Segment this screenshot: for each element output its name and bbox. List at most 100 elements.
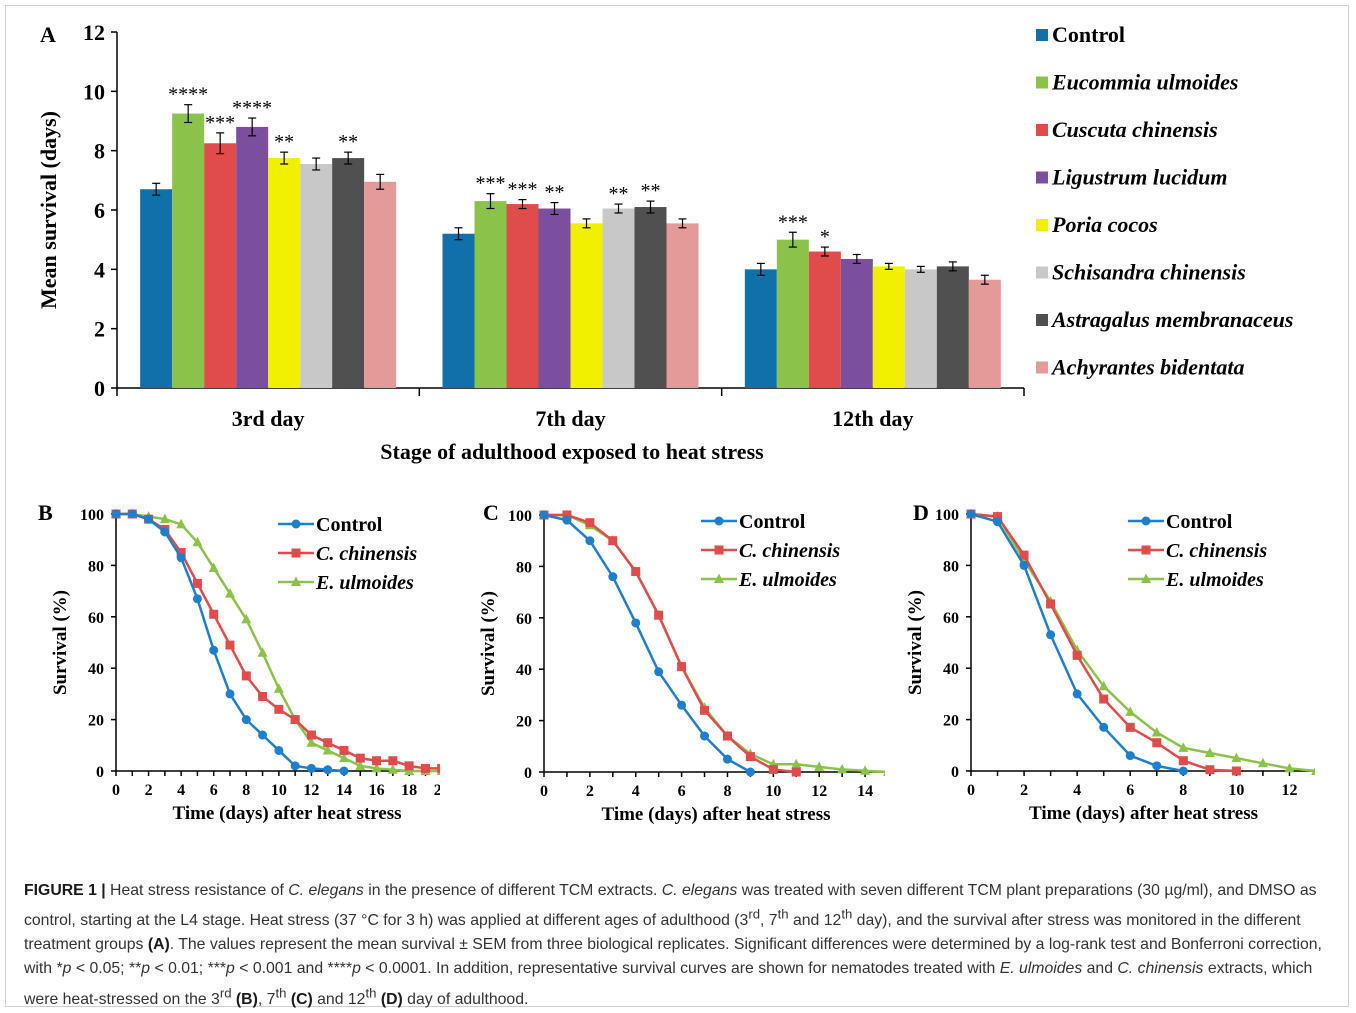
- data-point: [225, 689, 235, 699]
- bar: [332, 158, 365, 388]
- legend-swatch: [1036, 219, 1048, 231]
- data-point: [388, 756, 398, 766]
- y-tick-label: 100: [508, 508, 532, 525]
- data-point: [654, 667, 664, 677]
- bar: [300, 164, 333, 388]
- legend-label: Poria cocos: [1051, 212, 1158, 237]
- series-line: [543, 513, 752, 774]
- caption-segment: C. chinensis: [1117, 960, 1204, 978]
- bar: [872, 266, 905, 388]
- data-point: [387, 764, 398, 774]
- y-tick-label: 0: [951, 764, 959, 781]
- y-tick-label: 20: [516, 714, 532, 731]
- bar: [968, 279, 1001, 388]
- caption-segment: . The values represent the mean survival…: [24, 936, 1322, 978]
- bar: [666, 223, 699, 388]
- x-tick-label: 4: [632, 783, 640, 800]
- data-point: [355, 753, 365, 763]
- data-point: [225, 588, 235, 598]
- y-tick-label: 20: [943, 713, 959, 730]
- y-tick-label: 100: [935, 507, 959, 524]
- data-point: [160, 527, 170, 537]
- data-point: [1125, 751, 1135, 761]
- data-point: [144, 514, 154, 524]
- series-line: [970, 512, 1184, 773]
- legend-label: Achyrantes bidentata: [1050, 355, 1245, 380]
- caption-segment: Heat stress resistance of: [105, 882, 289, 899]
- y-tick-label-a: 8: [94, 139, 105, 164]
- data-point: [258, 691, 268, 701]
- y-tick-label-a: 10: [83, 79, 105, 104]
- bar: [936, 266, 969, 388]
- x-tick-label: 4: [1073, 782, 1081, 799]
- y-axis-label: Survival (%): [478, 591, 499, 696]
- data-point: [1205, 765, 1215, 775]
- legend-label: Control: [316, 514, 383, 536]
- data-point: [700, 705, 710, 715]
- panel-label-c: C: [483, 500, 499, 525]
- legend-label: Control: [1052, 22, 1125, 47]
- data-point: [339, 766, 349, 776]
- data-point: [1204, 747, 1215, 758]
- significance-stars: *: [820, 226, 830, 248]
- bar: [570, 223, 603, 388]
- legend-marker: [1141, 573, 1151, 583]
- data-point: [608, 572, 618, 582]
- caption-segment: rd: [748, 907, 761, 922]
- data-point: [420, 763, 430, 773]
- data-point: [768, 764, 778, 774]
- data-point: [209, 645, 219, 655]
- caption-segment: < 0.01; ***: [150, 960, 227, 978]
- significance-stars: **: [274, 131, 294, 153]
- data-point: [1099, 694, 1109, 704]
- data-point: [1099, 722, 1109, 732]
- y-tick-label-a: 4: [94, 257, 105, 282]
- caption-segment: extracts, which were heat-stressed on th…: [24, 960, 1313, 1008]
- x-category-label: 12th day: [832, 406, 913, 431]
- x-category-label: 7th day: [535, 406, 605, 431]
- data-point: [306, 763, 316, 773]
- data-point: [159, 513, 170, 524]
- legend-swatch: [1036, 124, 1048, 136]
- legend-label: Eucommia ulmoides: [1051, 70, 1238, 95]
- legend-label: C. chinensis: [1166, 540, 1267, 562]
- y-tick-label: 80: [516, 559, 532, 576]
- y-tick-label-a: 0: [94, 376, 105, 401]
- legend-label: E. ulmoides: [315, 572, 414, 594]
- data-point: [1019, 550, 1029, 560]
- caption-segment: was treated with seven different TCM pla…: [24, 882, 1317, 930]
- caption-segment: < 0.05; **: [71, 960, 142, 978]
- legend-label: C. chinensis: [316, 543, 417, 565]
- y-tick-label: 60: [88, 610, 104, 627]
- x-tick-label: 2: [145, 782, 153, 799]
- x-tick-label: 0: [967, 782, 975, 799]
- bar: [474, 201, 507, 388]
- y-tick-label: 0: [96, 764, 104, 781]
- data-point: [1098, 680, 1109, 691]
- x-tick-label: 12: [303, 782, 319, 799]
- data-point: [539, 510, 549, 520]
- x-category-label: 3rd day: [232, 406, 305, 431]
- y-tick-label: 20: [88, 713, 104, 730]
- caption-segment: p: [226, 960, 235, 978]
- legend-marker: [1141, 516, 1151, 526]
- bar: [538, 208, 571, 388]
- data-point: [176, 553, 186, 563]
- y-tick-label: 0: [524, 765, 532, 782]
- data-point: [654, 610, 664, 620]
- x-tick-label: 10: [271, 782, 287, 799]
- legend-label: C. chinensis: [739, 540, 840, 562]
- y-tick-label: 60: [516, 611, 532, 628]
- legend-label: Astragalus membranaceus: [1050, 307, 1293, 332]
- caption-segment: day), and the survival after stress was …: [24, 912, 1301, 954]
- data-point: [1046, 599, 1056, 609]
- data-point: [257, 647, 268, 657]
- data-point: [306, 737, 317, 747]
- data-point: [339, 745, 349, 755]
- bar: [634, 207, 667, 388]
- legend-marker: [714, 516, 724, 526]
- legend-marker: [714, 545, 724, 555]
- x-tick-label: 12: [1281, 782, 1297, 799]
- significance-stars: ***: [205, 112, 235, 134]
